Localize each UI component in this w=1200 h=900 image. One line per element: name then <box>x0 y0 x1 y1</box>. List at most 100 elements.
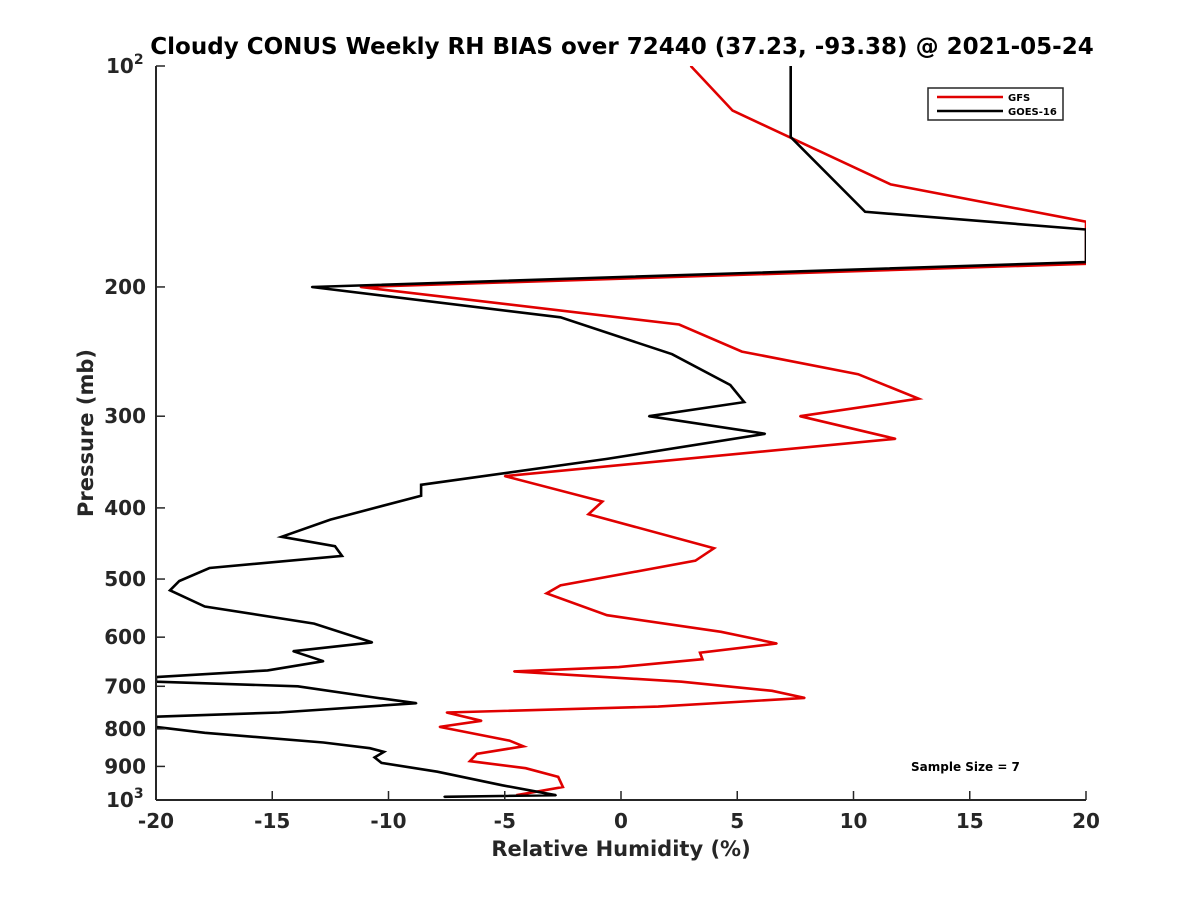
data-point-gfs <box>559 584 562 587</box>
plot-area: -20 -15 -10 -5 0 5 10 15 20 102 200 300 400 500 600 70… <box>104 52 1100 833</box>
data-point-gfs <box>1085 220 1086 223</box>
data-point-gfs <box>438 725 441 728</box>
data-point-gfs <box>731 109 734 112</box>
data-point-gfs <box>468 760 471 763</box>
data-point-gfs <box>771 689 774 692</box>
data-point-goes-16 <box>322 660 325 663</box>
y-tick-label: 103 <box>106 786 144 812</box>
data-point-goes-16 <box>310 286 313 288</box>
x-tick-label: -15 <box>254 809 290 833</box>
y-axis-ticks: 102 200 300 400 500 600 700 800 900 103 <box>104 52 165 812</box>
data-point-goes-16 <box>169 589 171 592</box>
data-point-goes-16 <box>266 669 269 672</box>
data-point-goes-16 <box>443 795 446 798</box>
data-point-goes-16 <box>420 483 423 486</box>
y-tick-label: 700 <box>104 674 146 698</box>
x-tick-label: 20 <box>1072 809 1100 833</box>
data-point-gfs <box>524 767 527 770</box>
data-point-goes-16 <box>415 702 418 705</box>
data-point-goes-16 <box>178 580 181 582</box>
x-tick-label: 15 <box>956 809 984 833</box>
data-point-gfs <box>617 666 620 669</box>
data-point-gfs <box>475 752 478 755</box>
data-point-gfs <box>480 719 483 722</box>
data-point-gfs <box>894 437 897 440</box>
data-point-gfs <box>445 711 448 714</box>
x-tick-label: -5 <box>494 809 516 833</box>
data-point-gfs <box>799 415 801 418</box>
data-point-gfs <box>701 658 704 661</box>
data-point-goes-16 <box>341 554 343 557</box>
data-point-goes-16 <box>292 650 295 653</box>
data-point-goes-16 <box>864 210 867 213</box>
data-point-gfs <box>699 651 701 654</box>
sample-size-annotation: Sample Size = 7 <box>911 760 1020 774</box>
y-tick-label: 800 <box>104 717 146 741</box>
data-point-gfs <box>657 705 660 708</box>
y-tick-label: 200 <box>104 275 146 299</box>
data-point-gfs <box>775 642 778 645</box>
data-point-goes-16 <box>420 494 423 497</box>
x-tick-label: -20 <box>138 809 174 833</box>
data-point-goes-16 <box>743 401 746 404</box>
y-tick-label: 300 <box>104 404 146 428</box>
data-point-gfs <box>720 630 722 633</box>
data-point-goes-16 <box>203 605 206 608</box>
data-point-goes-16 <box>789 136 792 139</box>
data-point-goes-16 <box>203 731 206 734</box>
data-point-goes-16 <box>380 761 383 764</box>
x-axis-ticks: -20 -15 -10 -5 0 5 10 15 20 <box>138 791 1100 833</box>
legend-label-gfs: GFS <box>1008 93 1030 104</box>
data-point-goes-16 <box>329 518 332 521</box>
data-point-gfs <box>680 680 683 683</box>
data-point-goes-16 <box>296 685 299 688</box>
data-point-goes-16 <box>647 415 650 418</box>
data-point-gfs <box>606 614 608 617</box>
data-point-goes-16 <box>671 353 674 356</box>
legend-box <box>927 87 1064 121</box>
data-point-goes-16 <box>501 784 504 787</box>
data-point-goes-16 <box>559 316 562 319</box>
data-point-goes-16 <box>280 535 283 538</box>
x-tick-label: -10 <box>370 809 406 833</box>
legend-label-goes-16: GOES-16 <box>1008 107 1057 118</box>
data-point-goes-16 <box>1085 228 1086 231</box>
legend: GFS GOES-16 <box>927 87 1064 121</box>
y-tick-label: 900 <box>104 754 146 778</box>
data-point-gfs <box>917 397 920 400</box>
y-tick-label: 102 <box>106 52 144 78</box>
data-point-goes-16 <box>368 747 371 750</box>
chart-title: Cloudy CONUS Weekly RH BIAS over 72440 (… <box>150 34 1093 60</box>
data-point-gfs <box>587 513 590 516</box>
data-point-goes-16 <box>373 696 376 699</box>
data-point-gfs <box>689 66 692 67</box>
x-tick-label: 0 <box>614 809 628 833</box>
data-point-gfs <box>601 500 604 503</box>
data-point-gfs <box>694 559 697 562</box>
data-point-gfs <box>889 183 892 186</box>
data-point-gfs <box>557 775 560 778</box>
y-tick-label: 400 <box>104 496 146 520</box>
data-point-goes-16 <box>554 794 557 797</box>
series-line-goes-16 <box>156 66 1086 799</box>
data-point-gfs <box>740 350 743 353</box>
data-point-gfs <box>857 373 860 376</box>
data-point-goes-16 <box>371 641 374 644</box>
data-point-goes-16 <box>208 567 211 569</box>
data-point-goes-16 <box>334 545 336 548</box>
data-point-gfs <box>545 592 548 595</box>
data-point-goes-16 <box>322 741 325 744</box>
x-tick-label: 5 <box>730 809 744 833</box>
data-point-gfs <box>678 323 681 326</box>
data-point-goes-16 <box>382 750 385 753</box>
y-tick-label: 600 <box>104 625 146 649</box>
y-tick-label: 500 <box>104 567 146 591</box>
data-point-goes-16 <box>729 384 732 386</box>
data-point-goes-16 <box>1085 261 1086 264</box>
data-point-goes-16 <box>436 770 439 773</box>
data-point-goes-16 <box>313 622 316 625</box>
data-point-gfs <box>561 786 564 788</box>
data-point-goes-16 <box>373 756 376 759</box>
